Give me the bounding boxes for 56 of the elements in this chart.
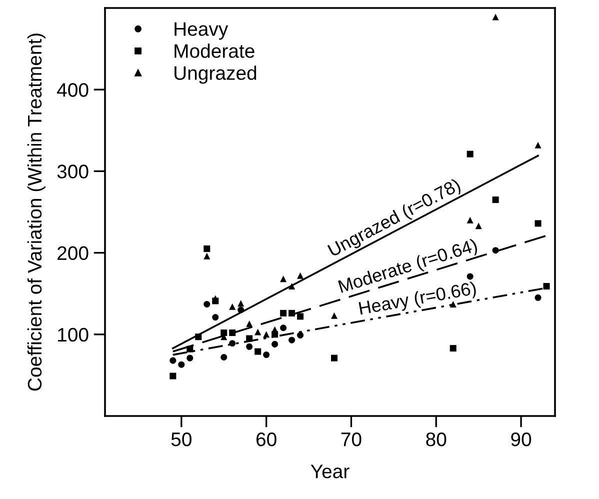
x-tick-label: 70 xyxy=(341,432,362,446)
point xyxy=(466,273,474,280)
point xyxy=(466,216,474,224)
point xyxy=(297,332,304,338)
point xyxy=(178,361,185,368)
point xyxy=(170,372,176,380)
point xyxy=(254,348,262,355)
point xyxy=(330,312,338,319)
point xyxy=(212,314,219,321)
point xyxy=(272,326,278,333)
point xyxy=(534,294,542,301)
x-tick-label: 80 xyxy=(426,432,446,446)
point xyxy=(492,14,499,20)
point xyxy=(543,283,550,290)
point xyxy=(254,328,262,336)
point xyxy=(475,222,482,230)
point xyxy=(246,320,253,328)
point xyxy=(272,340,278,348)
point xyxy=(220,354,228,361)
point xyxy=(263,331,270,338)
point xyxy=(204,252,210,260)
point xyxy=(170,357,176,364)
legend-label: Heavy xyxy=(174,22,228,40)
point xyxy=(288,336,296,344)
point xyxy=(238,300,244,307)
point xyxy=(450,345,456,352)
y-tick-label: 100 xyxy=(58,328,88,342)
point xyxy=(534,142,542,148)
point xyxy=(246,343,253,350)
point xyxy=(280,276,287,282)
point xyxy=(220,330,228,336)
x-axis-title: Year xyxy=(310,464,350,478)
point xyxy=(297,313,304,320)
point xyxy=(204,245,210,252)
point xyxy=(534,220,542,227)
point xyxy=(330,354,338,362)
point xyxy=(229,340,236,347)
point xyxy=(229,303,236,310)
legend-label: Ungrazed xyxy=(174,66,256,84)
point xyxy=(280,324,287,332)
point xyxy=(186,354,194,362)
x-tick-label: 50 xyxy=(171,432,192,446)
y-tick-label: 300 xyxy=(57,164,88,178)
point xyxy=(204,300,210,308)
point xyxy=(466,150,474,158)
point xyxy=(297,272,304,279)
point xyxy=(280,310,287,316)
y-axis-title: Coefficient of Variation (Within Treatment) xyxy=(27,34,46,391)
point xyxy=(212,295,219,302)
y-tick-label: 400 xyxy=(57,83,88,97)
legend-label: Moderate xyxy=(174,44,254,58)
point xyxy=(492,196,499,204)
x-tick-label: 60 xyxy=(256,432,276,446)
y-tick-label: 200 xyxy=(58,246,88,260)
x-tick-label: 90 xyxy=(511,432,532,446)
point xyxy=(263,352,270,358)
